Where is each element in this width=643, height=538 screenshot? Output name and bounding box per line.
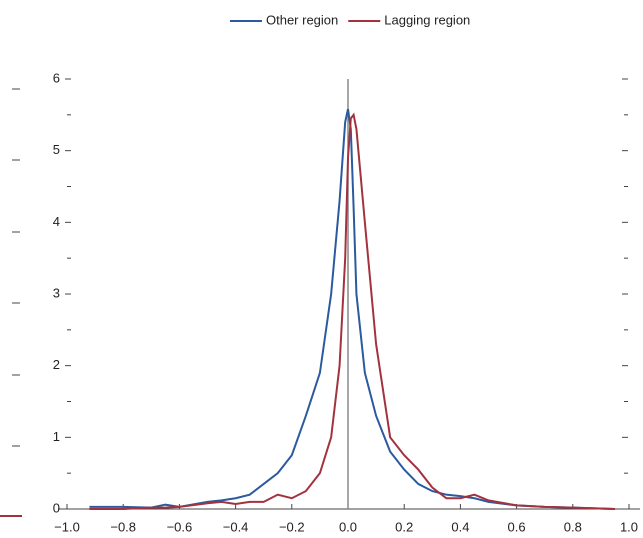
y-tick-label: 2 <box>53 357 60 372</box>
y-tick-label: 6 <box>53 70 60 85</box>
x-tick-label: 0.2 <box>395 519 413 534</box>
legend-label: Other region <box>266 12 338 27</box>
x-tick-label: −0.6 <box>167 519 193 534</box>
y-tick-label: 1 <box>53 429 60 444</box>
x-tick-label: 0.8 <box>564 519 582 534</box>
x-tick-label: 0.4 <box>451 519 469 534</box>
x-tick-label: 1.0 <box>620 519 638 534</box>
y-tick-label: 0 <box>53 500 60 515</box>
x-tick-label: −0.2 <box>279 519 305 534</box>
y-tick-label: 5 <box>53 142 60 157</box>
x-tick-label: −0.4 <box>223 519 249 534</box>
y-tick-label: 3 <box>53 285 60 300</box>
line-series <box>89 108 615 510</box>
legend-label: Lagging region <box>384 12 470 27</box>
x-tick-label: 0.0 <box>339 519 357 534</box>
x-tick-label: 0.6 <box>508 519 526 534</box>
left-panel-remnant <box>0 88 22 517</box>
x-tick-label: −0.8 <box>110 519 136 534</box>
y-tick-label: 4 <box>53 214 60 229</box>
line-series <box>89 112 615 510</box>
x-tick-label: −1.0 <box>54 519 80 534</box>
